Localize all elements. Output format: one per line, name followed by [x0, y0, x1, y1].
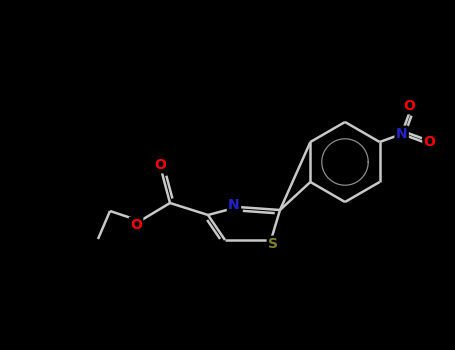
Text: O: O: [154, 158, 166, 172]
Text: S: S: [268, 237, 278, 251]
Text: N: N: [396, 127, 408, 141]
Text: O: O: [404, 99, 415, 113]
Text: N: N: [228, 198, 240, 212]
Text: O: O: [424, 135, 435, 149]
Text: O: O: [130, 218, 142, 232]
